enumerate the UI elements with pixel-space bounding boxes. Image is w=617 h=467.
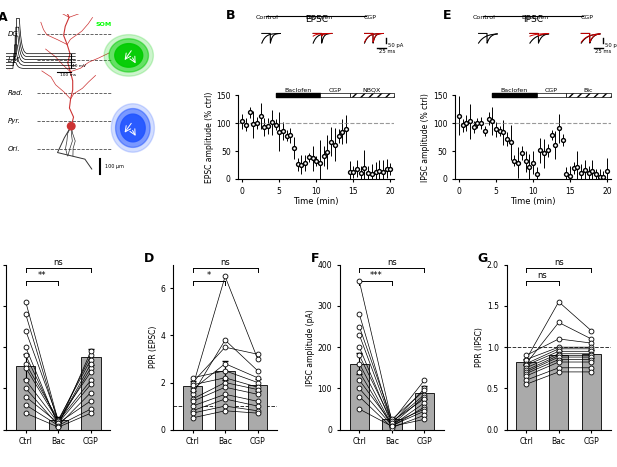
Text: 25 ms: 25 ms: [595, 49, 611, 54]
Text: CGP: CGP: [328, 88, 341, 93]
Text: CGP: CGP: [580, 15, 593, 20]
Text: Baclofen: Baclofen: [284, 88, 312, 93]
Text: CGP: CGP: [363, 15, 376, 20]
Y-axis label: PPR (IPSC): PPR (IPSC): [475, 327, 484, 367]
Bar: [183, 386, 202, 430]
Y-axis label: IPSC amplitude (pA): IPSC amplitude (pA): [306, 309, 315, 386]
Text: DG: DG: [8, 31, 19, 37]
Y-axis label: IPSC amplitude (% ctrl): IPSC amplitude (% ctrl): [421, 93, 430, 182]
Circle shape: [67, 122, 75, 130]
Text: F: F: [310, 252, 319, 264]
Text: ns: ns: [537, 271, 547, 280]
Bar: [81, 357, 101, 430]
Text: Rad.: Rad.: [8, 90, 24, 96]
Bar: [49, 420, 68, 430]
Text: ns: ns: [554, 258, 563, 267]
Bar: [215, 371, 235, 430]
Bar: [16, 366, 36, 430]
Text: 50 pA: 50 pA: [388, 43, 404, 48]
Text: 50 pA: 50 pA: [605, 43, 617, 48]
Text: Control: Control: [256, 15, 279, 20]
Y-axis label: EPSC amplitude (% ctrl): EPSC amplitude (% ctrl): [205, 92, 213, 183]
Text: EPSC: EPSC: [305, 15, 328, 24]
Text: IPSC: IPSC: [523, 15, 543, 24]
Text: *: *: [207, 271, 211, 280]
Text: ***: ***: [369, 271, 382, 280]
Text: ns: ns: [220, 258, 230, 267]
Bar: [350, 364, 369, 430]
Text: Bic: Bic: [584, 88, 594, 93]
Text: Baclofen: Baclofen: [305, 15, 332, 20]
Bar: [549, 355, 568, 430]
Text: Pyr.: Pyr.: [8, 118, 21, 124]
Text: A: A: [0, 11, 7, 24]
Text: B: B: [226, 9, 236, 22]
Bar: [382, 419, 402, 430]
Text: 25 ms: 25 ms: [379, 49, 395, 54]
X-axis label: Time (min): Time (min): [294, 197, 339, 206]
Text: D: D: [144, 252, 154, 264]
Text: Baclofen: Baclofen: [522, 15, 549, 20]
Text: ns: ns: [54, 258, 63, 267]
Bar: [248, 385, 267, 430]
Bar: [516, 362, 536, 430]
Text: G: G: [478, 252, 487, 264]
Text: 100 μm: 100 μm: [106, 164, 125, 169]
Text: NBQX: NBQX: [363, 88, 381, 93]
Text: E: E: [443, 9, 451, 22]
X-axis label: Time (min): Time (min): [510, 197, 556, 206]
Text: Baclofen: Baclofen: [501, 88, 528, 93]
Bar: [581, 354, 601, 430]
Bar: [415, 393, 434, 430]
Text: L-M: L-M: [8, 57, 20, 63]
Text: Ori.: Ori.: [8, 146, 20, 152]
Text: ns: ns: [387, 258, 397, 267]
Text: Control: Control: [473, 15, 495, 20]
Text: CGP: CGP: [545, 88, 558, 93]
Text: **: **: [38, 271, 46, 280]
Y-axis label: PPR (EPSC): PPR (EPSC): [149, 326, 158, 368]
